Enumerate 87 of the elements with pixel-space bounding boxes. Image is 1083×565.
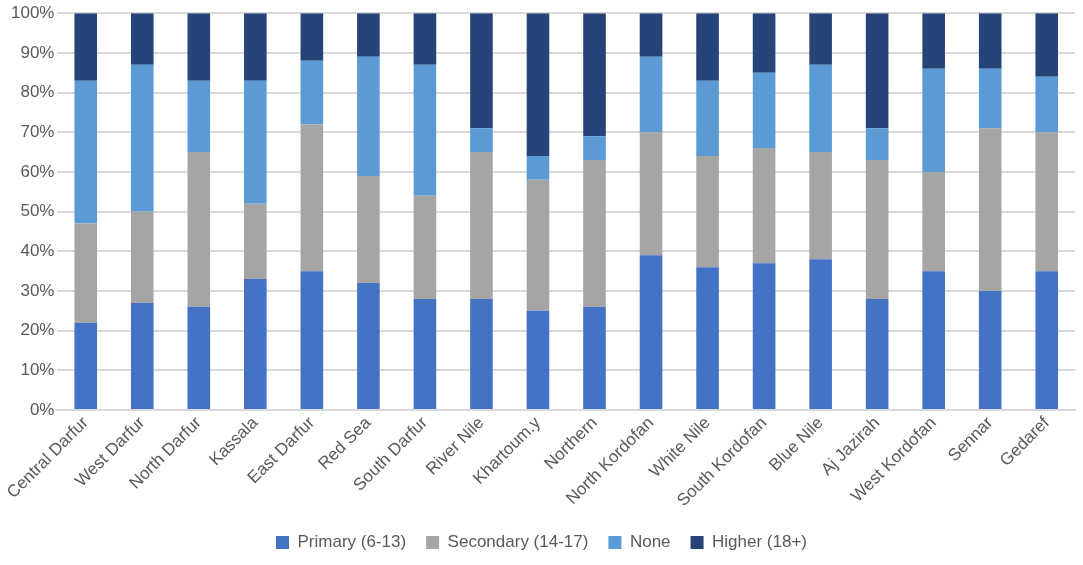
bar [809,64,832,153]
bar [1035,13,1059,77]
bar [978,290,1002,410]
bar [74,80,98,224]
bar [187,306,211,410]
bar [1035,132,1059,272]
bar [978,128,1002,291]
legend-label: Secondary (14-17) [447,532,589,552]
bar [187,80,211,153]
bar [696,156,719,268]
bar [526,156,550,180]
bar [696,13,719,81]
bar [922,13,945,69]
bar [357,13,380,57]
bar [752,148,776,264]
bar [583,136,606,161]
legend-label: Primary (6-13) [297,532,407,552]
bar [865,160,889,299]
bar [639,255,663,410]
bar [413,64,437,196]
bar [244,13,267,81]
y-tick-label: 50% [20,201,55,221]
legend-label: None [629,532,671,552]
bar [809,259,832,410]
bar [865,298,889,410]
y-tick-label: 0% [29,399,55,419]
bar [583,13,606,137]
bar [413,13,437,65]
bar [74,322,98,410]
y-tick-label: 20% [20,320,55,340]
bar [639,132,663,256]
y-tick-label: 80% [20,82,55,102]
bar [752,72,776,149]
bar [74,13,98,81]
bar [130,13,154,65]
bar [696,80,719,157]
bar [526,13,550,157]
bar [922,271,945,410]
bar [978,13,1002,69]
bar [470,298,493,410]
bar [809,13,832,65]
bar [526,310,550,410]
bar [639,13,663,57]
bar [244,203,267,280]
bar [865,13,889,129]
bar [752,263,776,410]
bar [300,13,324,61]
bar [809,152,832,260]
legend-label: Higher (18+) [712,532,808,552]
bar [583,306,606,410]
bar [413,298,437,410]
bar [978,68,1002,129]
y-tick-label: 60% [20,161,55,181]
y-tick-label: 90% [20,42,55,62]
bar [130,64,154,212]
bar [526,179,550,311]
bar [470,128,493,153]
bar [696,267,719,410]
bar [187,13,211,81]
bar [752,13,776,73]
bar [244,80,267,204]
bar [300,271,324,410]
y-tick-label: 40% [20,240,55,260]
bar [74,223,98,323]
bar [130,302,154,410]
y-tick-label: 30% [20,280,55,300]
bar [639,56,663,133]
bar [922,171,945,272]
bar [357,283,380,410]
bar [865,128,889,161]
bar [300,124,324,272]
bar [357,56,380,176]
bar [130,211,154,303]
bar [300,60,324,125]
bar [244,279,267,410]
bar [922,68,945,172]
bar [413,195,437,299]
bar [583,160,606,307]
y-tick-label: 100% [11,2,55,22]
bar [470,13,493,129]
y-tick-label: 10% [20,360,55,380]
bar [357,175,380,284]
bar [1035,271,1059,410]
bar [1035,76,1059,133]
bar [187,152,211,307]
y-tick-label: 70% [20,121,55,141]
bar [470,152,493,299]
